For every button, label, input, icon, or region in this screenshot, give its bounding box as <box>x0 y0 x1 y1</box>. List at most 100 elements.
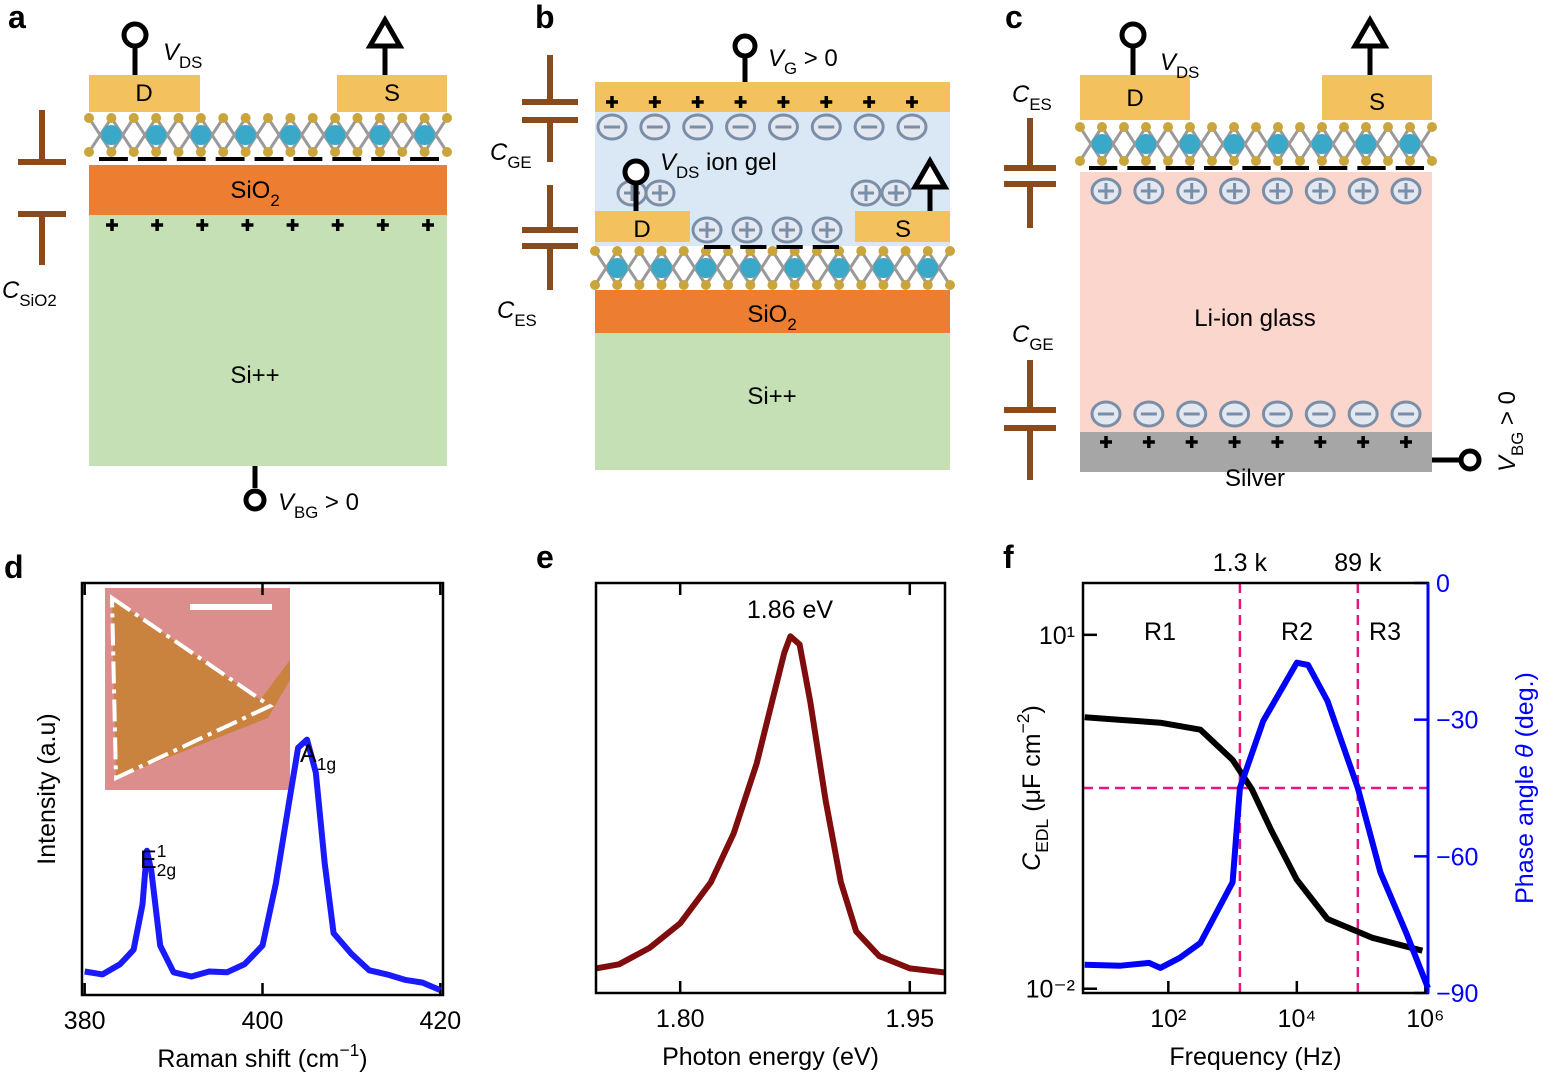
text-part: ) <box>1018 705 1046 713</box>
atom-s <box>84 147 94 157</box>
atom-mo <box>280 125 301 145</box>
atom-s <box>1119 122 1129 132</box>
atom-s <box>173 147 184 157</box>
text-part: 2 <box>787 315 796 334</box>
bond <box>1144 126 1170 162</box>
source <box>1322 75 1432 120</box>
text-part: GE <box>1029 335 1053 354</box>
atom-s <box>1163 156 1173 166</box>
bond <box>154 117 180 153</box>
text-part: f <box>1003 539 1014 575</box>
atom-s <box>878 280 889 290</box>
terminal <box>121 21 149 49</box>
layer-label: Si++ <box>747 383 796 410</box>
atom-s <box>263 147 273 157</box>
atom-s <box>151 147 162 157</box>
text-part: R1 <box>1144 618 1176 646</box>
atom-s <box>195 147 206 157</box>
bond <box>289 117 315 153</box>
text-part: V <box>768 45 786 72</box>
x-axis-label: Frequency (Hz) <box>1169 1043 1341 1071</box>
drain <box>595 211 690 242</box>
terminal <box>622 158 650 186</box>
text-part: Photon energy (eV) <box>662 1043 879 1071</box>
text-part: (deg.) <box>1511 672 1539 744</box>
atom-mo <box>190 125 211 145</box>
atom-s <box>1141 122 1151 132</box>
bond <box>1386 126 1412 162</box>
atom-s <box>442 147 452 157</box>
atom-mo <box>325 125 346 145</box>
bond <box>815 250 841 286</box>
text-part: Si++ <box>747 383 796 410</box>
atom-s <box>612 246 623 256</box>
atom-s <box>1317 156 1327 166</box>
atom-s <box>634 280 645 290</box>
text-part: Si++ <box>230 362 279 389</box>
data-line <box>595 633 946 976</box>
text-part: BG <box>1508 432 1527 456</box>
atom-s <box>723 280 734 290</box>
atom-mo <box>146 125 167 145</box>
atom-s <box>945 280 955 290</box>
text-part: V <box>1494 454 1521 472</box>
text-part: R3 <box>1369 618 1401 646</box>
panel-label: a <box>8 0 26 35</box>
bond <box>423 117 449 153</box>
atom-s <box>834 280 845 290</box>
atom-s <box>1383 156 1393 166</box>
bond <box>400 117 426 153</box>
electrode-label: D <box>135 80 152 107</box>
atom-mo <box>1136 134 1156 154</box>
atom-s <box>789 280 800 290</box>
atom-mo <box>695 258 716 278</box>
voltage-label: VDS <box>163 39 202 72</box>
atom-s <box>922 280 933 290</box>
text-part: 2g <box>157 860 176 880</box>
silver-electrode <box>1080 432 1432 472</box>
atom-s <box>285 147 296 157</box>
data-line <box>1084 714 1424 954</box>
atom-s <box>1361 122 1371 132</box>
atom-s <box>173 113 184 123</box>
atom-s <box>856 246 867 256</box>
atom-s <box>1339 122 1349 132</box>
text-part: 1g <box>317 754 336 774</box>
text-part: C <box>1012 81 1030 108</box>
layer-label: Silver <box>1225 465 1285 492</box>
atom-mo <box>414 125 435 145</box>
bond <box>660 250 686 286</box>
y2-tick-label: −60 <box>1436 843 1478 871</box>
panel-label: b <box>535 0 555 35</box>
bond <box>87 117 113 153</box>
x-axis-label: Raman shift (cm−1) <box>157 1040 367 1073</box>
bond <box>333 117 359 153</box>
atom-s <box>419 147 430 157</box>
atom-s <box>634 246 645 256</box>
bond <box>904 250 930 286</box>
x-tick-label: 1.80 <box>656 1005 705 1033</box>
bond <box>1408 126 1434 162</box>
bond <box>1078 126 1104 162</box>
electrode-label: S <box>895 216 911 243</box>
text-part: C <box>2 277 20 304</box>
atom-s <box>1383 122 1393 132</box>
substrate <box>595 333 950 470</box>
atom-s <box>352 147 363 157</box>
text-part: ion gel <box>699 149 776 176</box>
text-part: DS <box>179 53 202 72</box>
panel-label: d <box>4 549 24 585</box>
voltage-label: VG > 0 <box>768 45 838 78</box>
text-part: S <box>384 80 400 107</box>
text-part: > 0 <box>1494 391 1521 432</box>
text-part: V <box>163 39 181 66</box>
text-part: S <box>895 216 911 243</box>
atom-s <box>442 113 452 123</box>
region-label: R3 <box>1369 618 1401 646</box>
voltage-label: VBG > 0 <box>1494 391 1527 472</box>
atom-s <box>1273 122 1283 132</box>
atom-s <box>263 113 273 123</box>
atom-mo <box>369 125 390 145</box>
terminal <box>1119 21 1147 49</box>
